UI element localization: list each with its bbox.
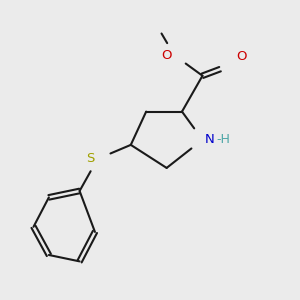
Text: O: O: [161, 49, 172, 62]
Text: O: O: [236, 50, 246, 63]
Text: N: N: [205, 133, 215, 146]
Text: -H: -H: [217, 133, 230, 146]
Text: S: S: [87, 152, 95, 166]
